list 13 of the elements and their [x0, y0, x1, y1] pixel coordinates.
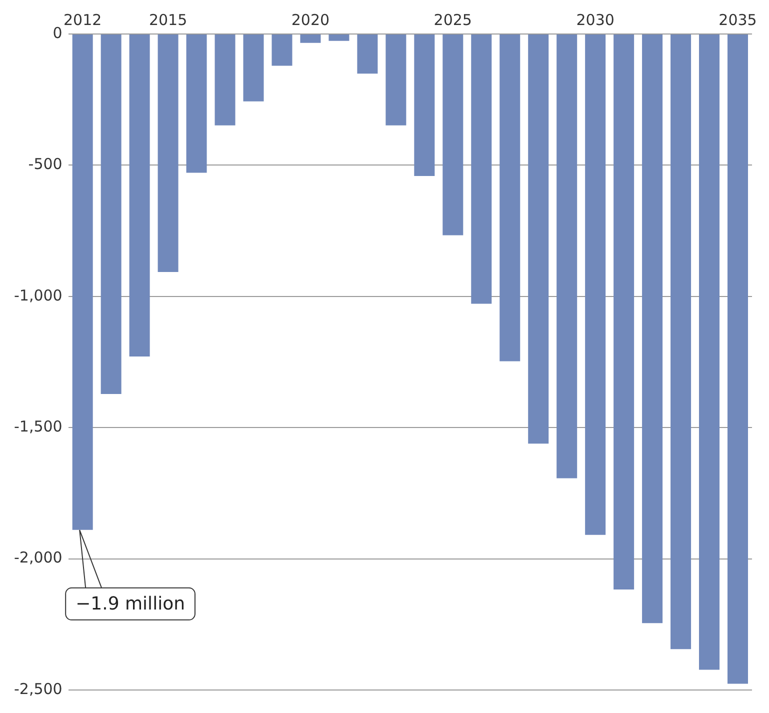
- y-tick-label: -1,500: [14, 417, 62, 436]
- x-tick-label: 2030: [576, 10, 614, 29]
- x-tick-label: 2035: [718, 10, 757, 29]
- y-tick-label: -2,000: [14, 548, 62, 567]
- y-tick-label: -1,000: [14, 286, 62, 304]
- x-tick-label: 2012: [64, 10, 102, 29]
- y-tick-label: -2,500: [14, 680, 62, 698]
- y-tick-label: 0: [52, 24, 62, 42]
- x-tick-label: 2025: [434, 10, 472, 29]
- x-tick-label: 2020: [291, 10, 330, 29]
- x-tick-label: 2015: [148, 10, 188, 29]
- y-tick-label: -500: [28, 155, 62, 174]
- annotation: −1.9 million: [76, 594, 185, 615]
